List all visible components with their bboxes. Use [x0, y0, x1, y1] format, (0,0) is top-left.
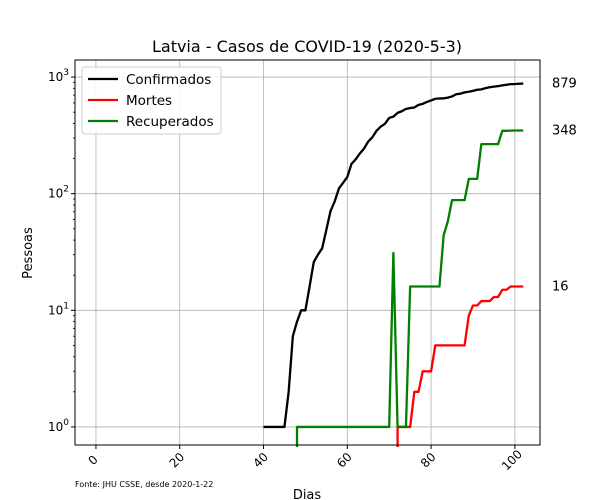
- legend: Confirmados Mortes Recuperados: [81, 66, 222, 135]
- series-line-mortes: [396, 285, 524, 447]
- legend-label: Recuperados: [126, 114, 214, 130]
- grid-layer: [75, 60, 540, 445]
- y-axis-title: Pessoas: [21, 227, 36, 279]
- legend-label: Mortes: [126, 93, 172, 109]
- series-line-recuperados: [295, 129, 524, 447]
- source-note: Fonte: JHU CSSE, desde 2020-1-22: [75, 480, 213, 489]
- end-label-layer: 879 348 16: [552, 77, 577, 295]
- y-tick-label: 102: [48, 185, 69, 201]
- x-axis-title: Dias: [293, 488, 322, 500]
- series-line-confirmados: [263, 82, 524, 429]
- legend-label: Confirmados: [126, 72, 211, 88]
- chart-title: Latvia - Casos de COVID-19 (2020-5-3): [152, 37, 462, 56]
- end-value-label: 16: [552, 279, 569, 294]
- end-value-label: 879: [552, 77, 577, 92]
- y-tick-label: 101: [48, 301, 69, 317]
- plot-frame: [74, 59, 541, 446]
- y-tick-label: 100: [48, 418, 69, 434]
- series-layer: [263, 82, 524, 447]
- end-value-label: 348: [552, 124, 577, 139]
- y-tick-label: 103: [48, 68, 69, 84]
- legend-box: [81, 66, 222, 135]
